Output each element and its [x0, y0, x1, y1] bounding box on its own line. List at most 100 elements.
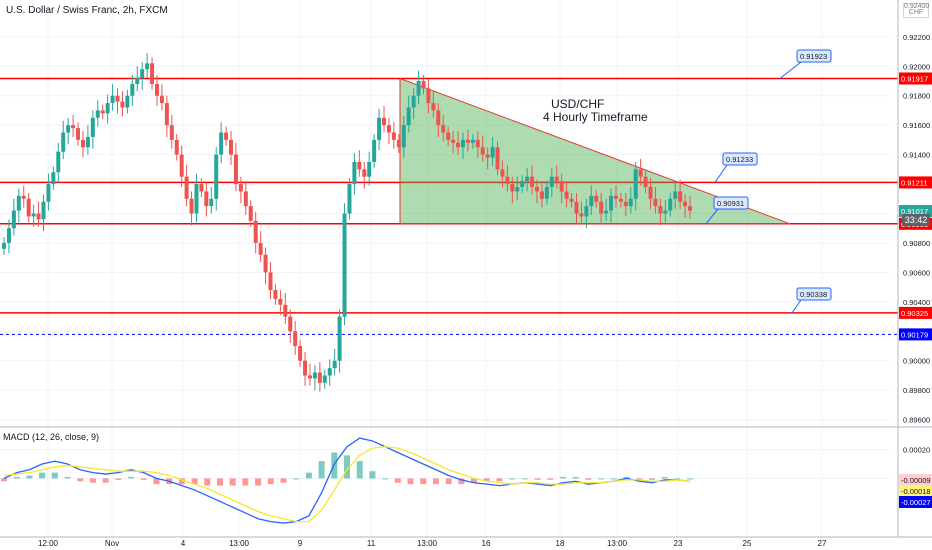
x-tick-label: 23 [674, 539, 683, 548]
candle-body [125, 95, 130, 108]
macd-histogram-bar [648, 478, 655, 480]
candle-body [184, 176, 189, 199]
candle-body [505, 176, 510, 185]
callout-pointer [714, 164, 728, 183]
candle-body [258, 242, 263, 255]
macd-histogram-bar [216, 478, 223, 486]
callout-label: 0.91233 [726, 155, 753, 164]
x-tick-label: 25 [743, 539, 752, 548]
candle-body [66, 125, 71, 133]
y-tick-label: 0.90400 [903, 298, 930, 307]
candle-body [377, 117, 382, 140]
candle-body [2, 242, 6, 249]
x-tick-label: 4 [181, 539, 186, 548]
candle-body [460, 139, 465, 148]
x-tick-label: Nov [105, 539, 119, 548]
currency-badge[interactable]: 0.92400 CHF [903, 3, 929, 18]
macd-value-tag [899, 474, 932, 486]
candle-body [164, 103, 169, 126]
candle-body [475, 139, 480, 148]
candle-body [421, 80, 426, 89]
macd-histogram-bar [496, 478, 503, 482]
macd-histogram-bar [89, 478, 96, 483]
candle-body [169, 125, 174, 140]
candle-body [530, 176, 535, 187]
candle-body [406, 107, 411, 126]
macd-histogram-bar [305, 472, 312, 479]
level-price-label: 0.91917 [901, 74, 928, 83]
candle-body [609, 195, 614, 211]
macd-histogram-bar [585, 478, 592, 480]
macd-title: MACD (12, 26, close, 9) [3, 432, 100, 442]
level-price-label: 0.90325 [901, 309, 928, 318]
bar-countdown: 33:42 [902, 214, 930, 226]
candle-body [100, 110, 105, 114]
macd-histogram-bar [229, 478, 236, 486]
candle-body [283, 304, 288, 317]
macd-histogram-bar [394, 478, 401, 483]
macd-series-line [3, 446, 691, 523]
candle-body [145, 63, 150, 70]
candle-body [26, 198, 31, 217]
y-tick-label: 0.91400 [903, 151, 930, 160]
candle-body [6, 228, 11, 243]
macd-histogram-bar [102, 478, 109, 483]
candle-body [288, 316, 293, 332]
macd-panel [0, 437, 890, 524]
candle-body [229, 139, 234, 155]
x-tick-label: 18 [556, 539, 565, 548]
candle-body [214, 154, 219, 199]
candle-body [352, 161, 357, 185]
candle-body [386, 125, 391, 133]
candle-body [327, 368, 332, 376]
candle-body [589, 195, 594, 207]
candle-body [554, 176, 559, 182]
last-price-tag [899, 204, 932, 217]
candle-body [150, 63, 155, 84]
candle-body [51, 172, 56, 185]
y-tick-label: 0.91600 [903, 121, 930, 130]
x-tick-label: 16 [482, 539, 491, 548]
candle-body [391, 132, 396, 140]
candle-body [613, 195, 618, 199]
candle-body [154, 83, 159, 96]
candle-body [16, 195, 21, 211]
candle-body [31, 213, 36, 217]
last-price-label: 0.91017 [901, 207, 928, 216]
candle-body [372, 139, 377, 162]
candle-body [688, 206, 692, 211]
macd-histogram-bar [356, 461, 363, 479]
macd-histogram-bar [572, 476, 579, 479]
candle-body [535, 186, 540, 192]
x-tick-label: 13:00 [229, 539, 250, 548]
candle-body [268, 272, 273, 291]
candle-body [539, 191, 544, 199]
x-tick-label: 9 [298, 539, 303, 548]
candle-body [11, 210, 16, 229]
macd-histogram-bar [534, 478, 541, 480]
candle-body [90, 117, 95, 137]
candle-body [46, 184, 51, 202]
macd-histogram-bar [521, 478, 528, 480]
candle-body [357, 161, 362, 170]
candle-body [446, 132, 451, 140]
annotation-line-2: 4 Hourly Timeframe [543, 110, 648, 124]
candle-body [130, 83, 135, 96]
candle-body [658, 206, 663, 214]
candle-body [263, 254, 268, 273]
candlesticks [2, 53, 692, 392]
candle-body [303, 360, 308, 376]
macd-histogram-bar [77, 478, 84, 482]
candle-body [135, 78, 140, 84]
y-tick-label: 0.91800 [903, 92, 930, 101]
candle-body [189, 198, 194, 214]
candle-body [204, 191, 209, 207]
x-tick-label: 12:00 [38, 539, 59, 548]
candle-body [668, 198, 673, 211]
macd-histogram-bar [559, 476, 566, 479]
macd-histogram-bar [458, 478, 465, 485]
macd-series-line [3, 437, 691, 524]
candle-body [110, 95, 115, 104]
